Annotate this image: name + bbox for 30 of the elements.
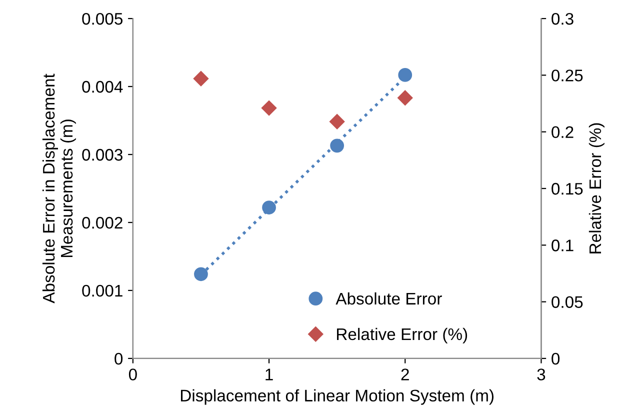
x-axis-title: Displacement of Linear Motion System (m)	[180, 389, 494, 405]
y2-tick-label: 0.3	[552, 12, 574, 25]
y-tick-label: 0.005	[82, 12, 123, 25]
y2-tick-label: 0.05	[552, 296, 583, 308]
y-axis-title: Absolute Error in Displacement Measurements (m)	[42, 74, 76, 304]
y-tick-label: 0.001	[82, 284, 122, 297]
x-tick-label: 1	[266, 368, 273, 380]
point	[330, 138, 344, 153]
legend-label: Absolute Error	[336, 292, 442, 305]
y-tick-label: 0.002	[82, 216, 122, 229]
point	[398, 68, 412, 82]
point	[193, 71, 209, 86]
point	[398, 90, 413, 106]
y-tick-label: 0.004	[82, 80, 123, 93]
x-tick-label: 3	[537, 368, 546, 380]
y2-tick-label: 0.2	[552, 126, 574, 138]
point	[330, 114, 345, 130]
y2-tick-label: 0.15	[552, 182, 583, 195]
y2-tick-label: 0	[552, 352, 560, 365]
x-tick-label: 0	[128, 368, 137, 380]
y2-tick-label: 0.1	[552, 240, 574, 252]
y-tick-label: 0.003	[82, 148, 122, 161]
y-tick-label: 0	[114, 352, 123, 365]
point	[261, 100, 277, 116]
y2-tick-label: 0.25	[552, 70, 583, 82]
point	[194, 267, 208, 282]
point	[262, 200, 276, 214]
x-tick-label: 2	[401, 368, 409, 380]
y2-axis-title: Relative Error (%)	[588, 123, 604, 254]
legend-label: Relative Error (%)	[337, 328, 468, 344]
